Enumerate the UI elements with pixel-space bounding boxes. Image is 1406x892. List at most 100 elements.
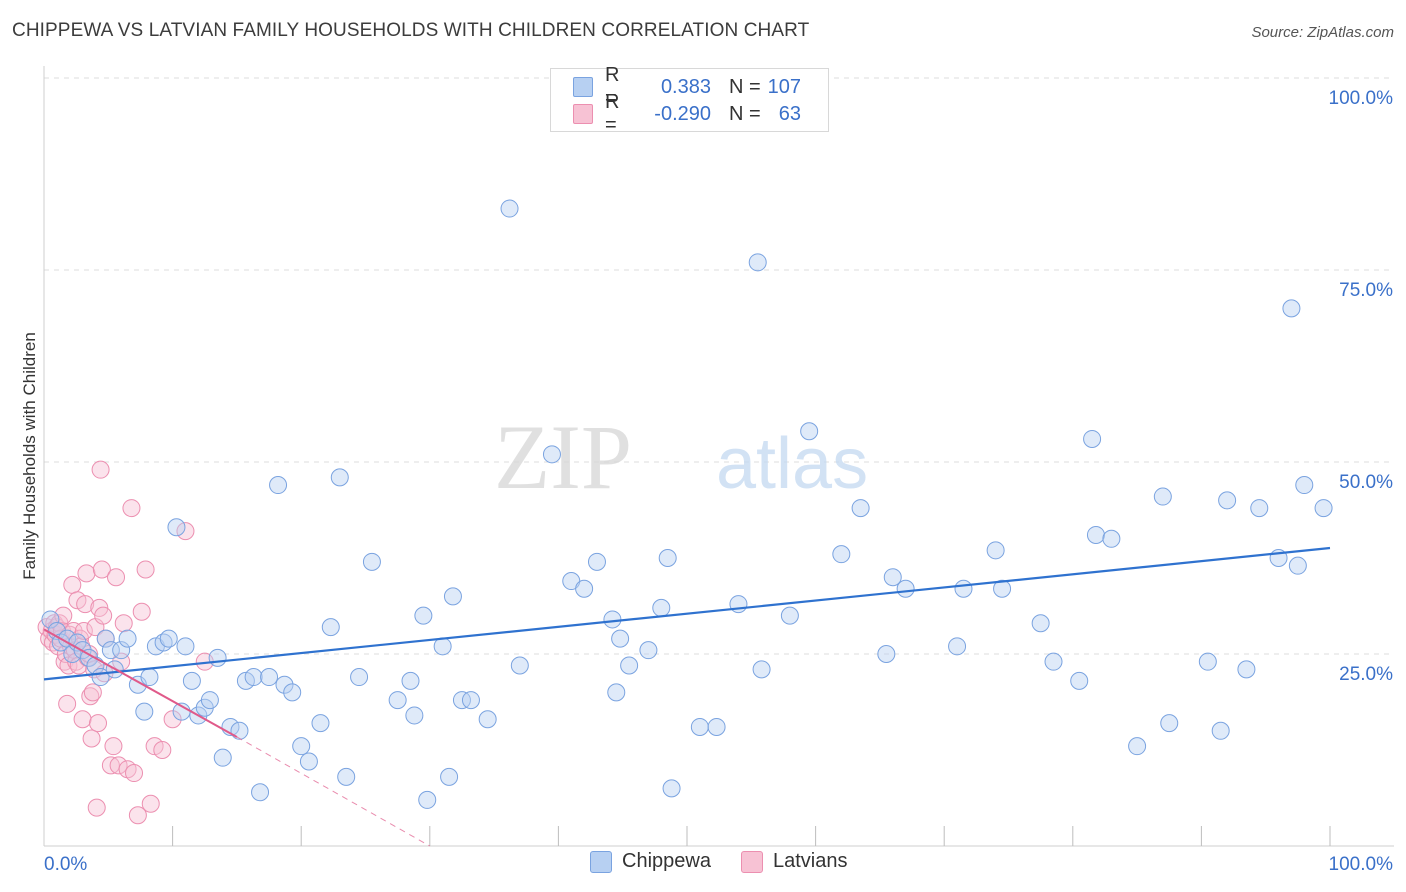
chippewa-point	[877, 645, 896, 663]
bottom-legend: Chippewa Latvians	[590, 850, 877, 873]
latvians-point	[58, 694, 77, 713]
chippewa-point	[311, 714, 330, 733]
latvians-point	[176, 522, 195, 541]
chippewa-point	[337, 767, 356, 786]
chippewa-point	[603, 610, 622, 629]
chippewa-point	[1218, 491, 1237, 510]
chippewa-point	[260, 668, 279, 687]
chippewa-point	[883, 568, 902, 587]
chippewa-point	[1295, 476, 1314, 495]
chippewa-point	[283, 683, 302, 702]
chippewa-point	[1198, 652, 1217, 671]
chippewa-point	[200, 691, 219, 710]
chippewa-point	[639, 641, 658, 660]
chippewa-trend-line	[43, 546, 1331, 681]
chippewa-point	[269, 476, 288, 495]
trend-lines	[43, 546, 1331, 847]
y-tick-label: 100.0%	[1329, 88, 1394, 109]
chippewa-point	[443, 587, 462, 606]
bottom-legend-latvians: Latvians	[740, 850, 847, 873]
chippewa-point	[1044, 652, 1063, 671]
latvians-point	[87, 798, 106, 817]
chippewa-point	[1086, 525, 1105, 544]
chippewa-point	[658, 549, 677, 567]
chippewa-point	[112, 641, 131, 660]
latvians-point	[73, 710, 92, 729]
latvians-point	[125, 764, 144, 783]
chippewa-point	[321, 618, 340, 637]
chippewa-point	[1237, 660, 1256, 679]
chippewa-point	[851, 499, 870, 518]
chippewa-point	[1250, 499, 1269, 518]
chippewa-point	[607, 683, 626, 702]
chippewa-point	[575, 579, 594, 598]
chippewa-point	[41, 610, 60, 629]
x-tick-label: 0.0%	[44, 854, 87, 875]
legend-r-label: R =	[605, 91, 620, 136]
chippewa-point	[275, 675, 294, 694]
chippewa-point	[1314, 499, 1333, 518]
chippewa-point	[690, 717, 709, 736]
chippewa-point	[478, 710, 497, 729]
chippewa-swatch	[590, 850, 612, 873]
source-label: Source: ZipAtlas.com	[1251, 24, 1394, 41]
latvians-point	[89, 714, 108, 733]
legend-r-label: R =	[605, 64, 620, 109]
chippewa-point	[1128, 737, 1147, 756]
chippewa-point	[182, 671, 201, 690]
chippewa-point	[662, 779, 681, 798]
latvians-point	[82, 729, 101, 748]
legend-r-value: -0.290	[654, 102, 711, 125]
latvians-point	[153, 741, 172, 759]
latvians-point	[101, 756, 120, 775]
chippewa-point	[251, 783, 270, 802]
chippewa-points	[41, 199, 1333, 809]
latvians-point	[107, 568, 126, 587]
chippewa-point	[587, 552, 606, 571]
legend-r-value: 0.383	[660, 75, 711, 98]
chippewa-point	[652, 598, 671, 617]
latvians-point	[136, 560, 155, 579]
chippewa-point	[896, 579, 915, 598]
chippewa-point	[414, 606, 433, 625]
legend-row-latvians: R = -0.290 N = 63	[573, 91, 801, 136]
chippewa-point	[542, 445, 561, 464]
latvians-point	[141, 794, 160, 813]
grid-lines	[44, 77, 1394, 655]
legend-n-value: 107	[767, 75, 801, 98]
chippewa-point	[167, 518, 186, 537]
chippewa-point	[159, 629, 178, 648]
chippewa-point	[1288, 556, 1307, 575]
legend-row-chippewa: R = 0.383 N = 107	[573, 64, 801, 109]
axes	[43, 66, 1394, 847]
chippewa-point	[707, 717, 726, 736]
y-tick-label: 75.0%	[1339, 280, 1393, 301]
chippewa-point	[330, 468, 349, 487]
latvians-point	[83, 683, 102, 702]
chippewa-point	[1160, 714, 1179, 733]
latvians-swatch	[573, 104, 593, 124]
chart-title: CHIPPEWA VS LATVIAN FAMILY HOUSEHOLDS WI…	[12, 20, 810, 41]
chippewa-point	[140, 668, 159, 687]
chippewa-point	[362, 552, 381, 571]
legend: R = 0.383 N = 107 R = -0.290 N = 63	[550, 64, 829, 136]
chippewa-point	[993, 579, 1012, 598]
chippewa-point	[405, 706, 424, 725]
latvians-trend-line	[43, 628, 238, 738]
y-tick-label: 25.0%	[1339, 664, 1393, 685]
chippewa-point	[176, 637, 195, 656]
latvians-point	[77, 564, 96, 583]
chippewa-point	[500, 199, 519, 218]
chippewa-point	[292, 737, 311, 756]
chippewa-point	[230, 721, 249, 740]
bottom-legend-chippewa-label: Chippewa	[622, 850, 711, 872]
x-tick-labels: 0.0% 100.0%	[44, 854, 1393, 875]
latvians-point	[76, 595, 95, 614]
chippewa-point	[1102, 529, 1121, 548]
latvians-point	[104, 737, 123, 756]
chippewa-point	[350, 668, 369, 687]
legend-n-label: N =	[729, 75, 761, 98]
chippewa-point	[611, 629, 630, 648]
chippewa-point	[620, 656, 639, 675]
